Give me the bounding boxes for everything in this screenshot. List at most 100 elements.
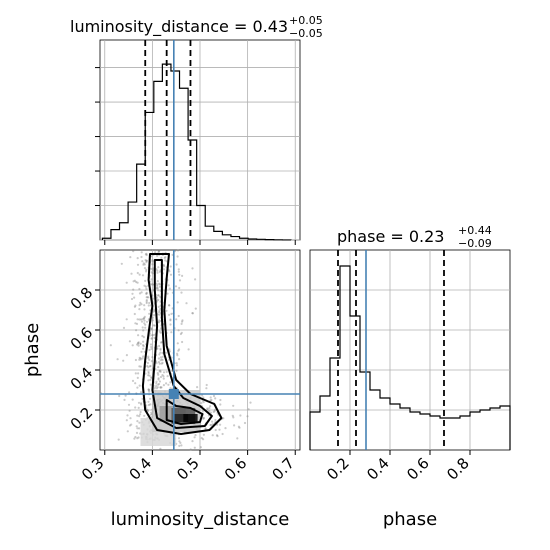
sample-point — [178, 348, 181, 351]
sample-point — [208, 407, 211, 410]
sample-point — [156, 254, 159, 257]
sample-point — [200, 402, 203, 405]
sample-point — [134, 322, 137, 325]
sample-point — [148, 301, 151, 305]
sample-point — [178, 444, 181, 447]
sample-point — [209, 396, 212, 399]
sample-point — [159, 341, 163, 344]
sample-point — [215, 434, 219, 437]
sample-point — [137, 342, 140, 345]
sample-point — [177, 349, 180, 352]
sample-point — [129, 256, 132, 259]
sample-point — [157, 366, 160, 369]
sample-point — [177, 314, 180, 318]
sample-point — [211, 420, 214, 423]
sample-point — [214, 428, 217, 432]
sample-point — [135, 280, 138, 284]
sample-point — [176, 354, 179, 357]
sample-point — [150, 328, 153, 331]
sample-point — [174, 285, 178, 288]
sample-point — [216, 435, 219, 438]
sample-point — [132, 288, 135, 291]
sample-point — [157, 321, 160, 324]
sample-point — [166, 292, 169, 295]
sample-point — [157, 250, 161, 253]
sample-point — [169, 319, 172, 322]
sample-point — [143, 317, 146, 320]
sample-point — [149, 397, 152, 400]
sample-point — [157, 266, 160, 269]
sample-point — [175, 318, 178, 321]
sample-point — [238, 426, 241, 429]
sample-point — [196, 386, 199, 389]
sample-point — [161, 374, 164, 377]
sample-point — [160, 256, 163, 259]
sample-point — [157, 294, 160, 297]
sample-point — [149, 327, 152, 330]
sample-point — [144, 259, 147, 262]
sample-point — [142, 344, 145, 347]
sample-point — [136, 343, 139, 346]
sample-point — [145, 300, 148, 303]
sample-point — [157, 251, 160, 254]
sample-point — [155, 268, 158, 271]
sample-point — [155, 362, 158, 365]
sample-point — [124, 394, 127, 397]
sample-point — [157, 377, 160, 380]
sample-point — [133, 279, 136, 282]
sample-point — [151, 334, 154, 337]
sample-point — [148, 358, 151, 361]
sample-point — [180, 331, 183, 334]
sample-point — [118, 394, 121, 398]
sample-point — [134, 358, 137, 362]
sample-point — [145, 292, 148, 295]
sample-point — [202, 396, 205, 399]
sample-point — [147, 355, 150, 358]
sample-point — [117, 438, 120, 441]
sample-point — [159, 447, 162, 450]
sample-point — [151, 356, 154, 359]
sample-point — [168, 287, 171, 290]
sample-point — [158, 313, 161, 316]
sample-point — [133, 305, 136, 308]
sample-point — [159, 386, 162, 389]
sample-point — [191, 312, 194, 315]
sample-point — [149, 378, 152, 381]
sample-point — [168, 304, 171, 307]
x-tick-label: 0.3 — [78, 454, 108, 484]
sample-point — [147, 372, 150, 375]
sample-point — [139, 410, 142, 414]
sample-point — [159, 347, 162, 350]
sample-point — [176, 342, 179, 345]
sample-point — [145, 287, 148, 290]
sample-point — [165, 309, 168, 312]
sample-point — [151, 283, 154, 286]
sample-point — [136, 437, 139, 440]
sample-point — [224, 427, 227, 430]
sample-point — [142, 340, 145, 343]
sample-point — [177, 268, 180, 271]
sample-point — [139, 318, 143, 321]
sample-point — [139, 365, 142, 368]
sample-point — [181, 320, 184, 323]
sample-point — [155, 287, 158, 290]
sample-point — [146, 296, 149, 299]
sample-point — [159, 327, 163, 330]
sample-point — [132, 280, 135, 283]
sample-point — [162, 264, 165, 267]
sample-point — [243, 421, 247, 425]
sample-point — [128, 424, 132, 427]
sample-point — [144, 323, 147, 326]
sample-point — [150, 337, 153, 340]
sample-point — [176, 249, 180, 252]
sample-point — [138, 358, 141, 361]
x-axis-label-phase: phase — [383, 509, 437, 530]
sample-point — [142, 263, 145, 266]
contour-level-1 — [141, 253, 223, 435]
sample-point — [137, 341, 140, 344]
sample-point — [138, 292, 142, 295]
sample-point — [170, 331, 173, 334]
x-tick-label: 0.4 — [126, 454, 156, 484]
sample-point — [136, 427, 139, 430]
sample-point — [157, 373, 160, 376]
